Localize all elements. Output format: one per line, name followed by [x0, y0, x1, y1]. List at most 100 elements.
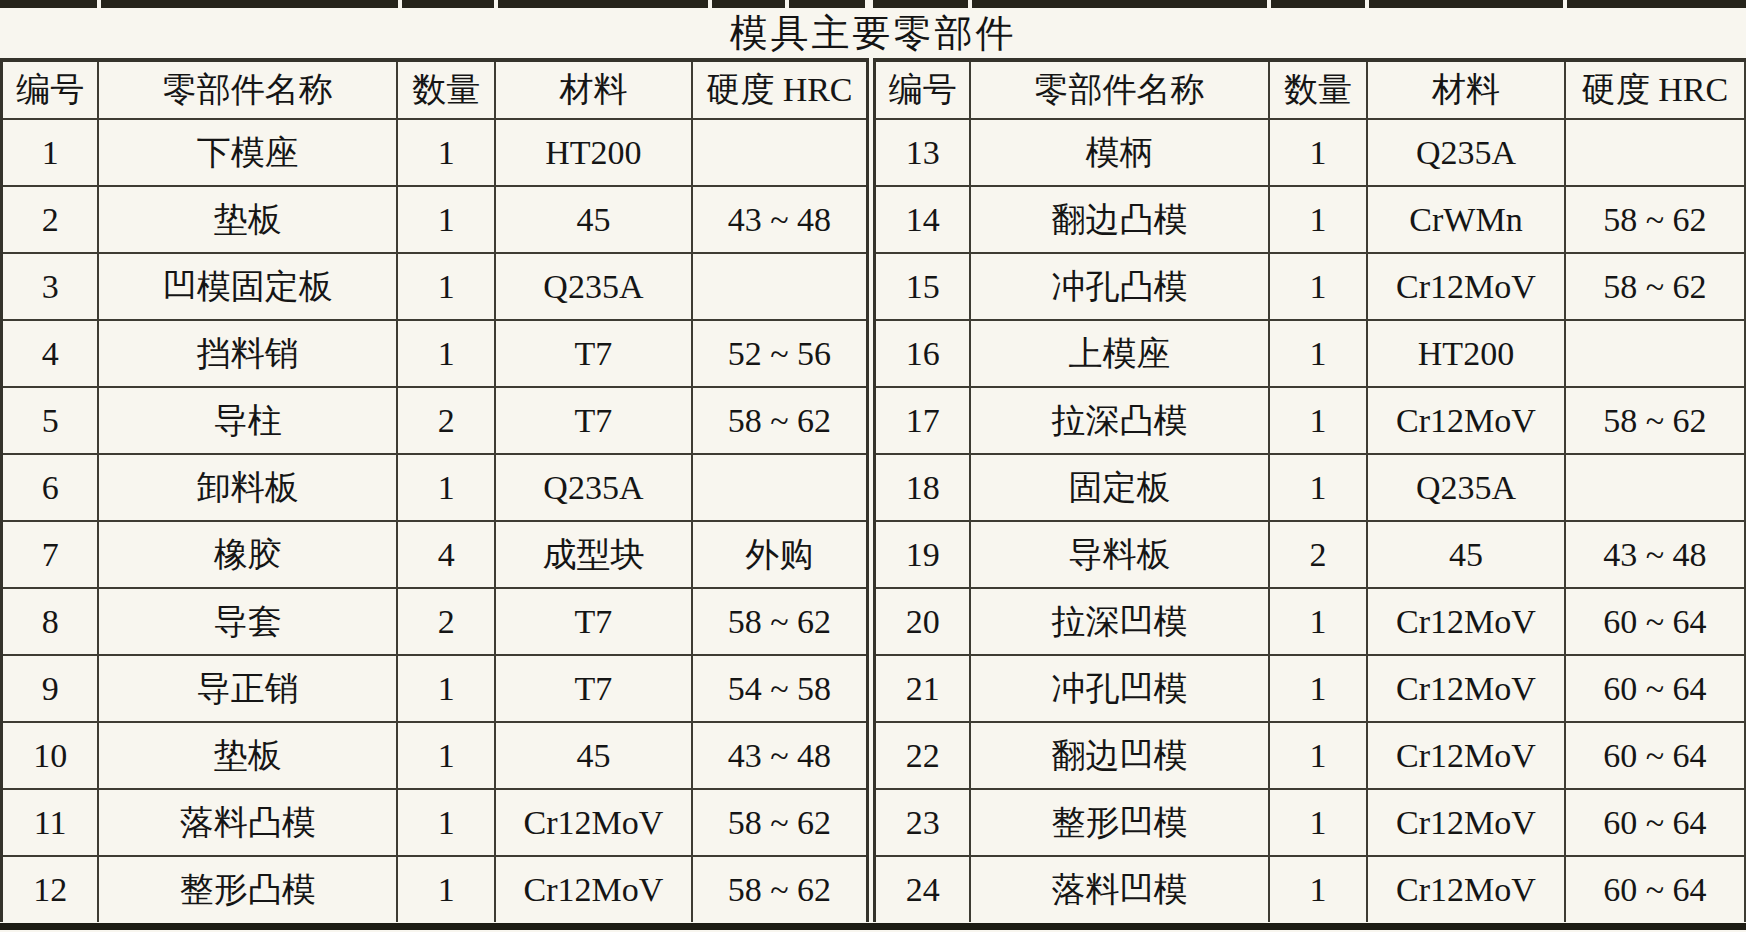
cell-qty: 1	[397, 320, 495, 387]
cell-qty: 2	[1269, 521, 1367, 588]
table-row: 3凹模固定板1Q235A	[2, 253, 868, 320]
cell-hardness: 58 ~ 62	[692, 789, 868, 856]
cell-name: 挡料销	[98, 320, 397, 387]
cell-material: Cr12MoV	[1367, 856, 1565, 922]
cell-material: Q235A	[495, 253, 692, 320]
column-header-material: 材料	[495, 60, 692, 119]
table-row: 7橡胶4成型块外购	[2, 521, 868, 588]
header-row: 编号 零部件名称 数量 材料 硬度 HRC	[875, 60, 1746, 119]
cell-no: 2	[2, 186, 99, 253]
cell-material: HT200	[495, 119, 692, 186]
cell-no: 23	[875, 789, 971, 856]
cell-material: Cr12MoV	[1367, 789, 1565, 856]
cell-material: Cr12MoV	[495, 789, 692, 856]
cell-material: CrWMn	[1367, 186, 1565, 253]
cell-qty: 1	[1269, 856, 1367, 922]
table-row: 12整形凸模1Cr12MoV58 ~ 62	[2, 856, 868, 922]
cell-name: 落料凹模	[970, 856, 1269, 922]
cell-name: 冲孔凸模	[970, 253, 1269, 320]
cell-hardness: 60 ~ 64	[1565, 588, 1745, 655]
cell-qty: 1	[1269, 454, 1367, 521]
cell-no: 15	[875, 253, 971, 320]
cell-material: T7	[495, 320, 692, 387]
cell-no: 13	[875, 119, 971, 186]
cell-hardness: 60 ~ 64	[1565, 722, 1745, 789]
cell-name: 垫板	[98, 186, 397, 253]
header-row: 编号 零部件名称 数量 材料 硬度 HRC	[2, 60, 868, 119]
cell-qty: 2	[397, 387, 495, 454]
scan-edge-gap	[708, 0, 712, 8]
table-row: 21冲孔凹模1Cr12MoV60 ~ 64	[875, 655, 1746, 722]
cell-qty: 1	[1269, 655, 1367, 722]
cell-hardness	[692, 119, 868, 186]
cell-hardness: 58 ~ 62	[692, 387, 868, 454]
cell-qty: 1	[397, 722, 495, 789]
column-header-hardness: 硬度 HRC	[1565, 60, 1745, 119]
cell-hardness	[1565, 119, 1745, 186]
table-row: 1下模座1HT200	[2, 119, 868, 186]
cell-no: 11	[2, 789, 99, 856]
cell-name: 导柱	[98, 387, 397, 454]
cell-qty: 1	[397, 856, 495, 922]
scanned-parts-table-page: 模具主要零部件 编号 零部件名称 数量 材料 硬度 HRC 1下模座1HT200…	[0, 0, 1746, 932]
table-row: 20拉深凹模1Cr12MoV60 ~ 64	[875, 588, 1746, 655]
cell-name: 落料凸模	[98, 789, 397, 856]
cell-name: 模柄	[970, 119, 1269, 186]
cell-no: 20	[875, 588, 971, 655]
table-row: 24落料凹模1Cr12MoV60 ~ 64	[875, 856, 1746, 922]
cell-qty: 4	[397, 521, 495, 588]
column-header-hardness: 硬度 HRC	[692, 60, 868, 119]
cell-hardness: 58 ~ 62	[692, 588, 868, 655]
table-title: 模具主要零部件	[730, 8, 1017, 59]
cell-hardness	[692, 454, 868, 521]
cell-material: 45	[495, 186, 692, 253]
cell-material: Cr12MoV	[1367, 588, 1565, 655]
cell-name: 凹模固定板	[98, 253, 397, 320]
cell-name: 整形凸模	[98, 856, 397, 922]
table-row: 9导正销1T754 ~ 58	[2, 655, 868, 722]
cell-no: 12	[2, 856, 99, 922]
table-row: 15冲孔凸模1Cr12MoV58 ~ 62	[875, 253, 1746, 320]
table-row: 16上模座1HT200	[875, 320, 1746, 387]
cell-name: 固定板	[970, 454, 1269, 521]
cell-no: 3	[2, 253, 99, 320]
cell-qty: 1	[397, 789, 495, 856]
cell-material: T7	[495, 387, 692, 454]
scan-edge-gap	[97, 0, 101, 8]
cell-hardness	[1565, 454, 1745, 521]
cell-hardness	[1565, 320, 1745, 387]
cell-name: 上模座	[970, 320, 1269, 387]
table-row: 19导料板24543 ~ 48	[875, 521, 1746, 588]
table-row: 2垫板14543 ~ 48	[2, 186, 868, 253]
scan-edge-gap	[398, 0, 402, 8]
cell-hardness: 58 ~ 62	[1565, 253, 1745, 320]
cell-no: 7	[2, 521, 99, 588]
table-row: 4挡料销1T752 ~ 56	[2, 320, 868, 387]
scan-edge-gap	[494, 0, 498, 8]
parts-table-left: 编号 零部件名称 数量 材料 硬度 HRC 1下模座1HT2002垫板14543…	[0, 58, 869, 922]
cell-no: 1	[2, 119, 99, 186]
cell-hardness: 60 ~ 64	[1565, 789, 1745, 856]
table-row: 23整形凹模1Cr12MoV60 ~ 64	[875, 789, 1746, 856]
cell-qty: 2	[397, 588, 495, 655]
cell-name: 导正销	[98, 655, 397, 722]
cell-qty: 1	[397, 253, 495, 320]
table-row: 13模柄1Q235A	[875, 119, 1746, 186]
cell-hardness: 60 ~ 64	[1565, 655, 1745, 722]
cell-no: 4	[2, 320, 99, 387]
cell-no: 19	[875, 521, 971, 588]
cell-no: 6	[2, 454, 99, 521]
cell-qty: 1	[1269, 387, 1367, 454]
cell-name: 翻边凹模	[970, 722, 1269, 789]
cell-material: Cr12MoV	[495, 856, 692, 922]
column-header-no: 编号	[2, 60, 99, 119]
cell-qty: 1	[1269, 320, 1367, 387]
table-row: 5导柱2T758 ~ 62	[2, 387, 868, 454]
table-row: 18固定板1Q235A	[875, 454, 1746, 521]
cell-material: Q235A	[1367, 119, 1565, 186]
cell-hardness: 外购	[692, 521, 868, 588]
cell-qty: 1	[397, 186, 495, 253]
cell-name: 拉深凸模	[970, 387, 1269, 454]
cell-no: 8	[2, 588, 99, 655]
cell-qty: 1	[1269, 588, 1367, 655]
